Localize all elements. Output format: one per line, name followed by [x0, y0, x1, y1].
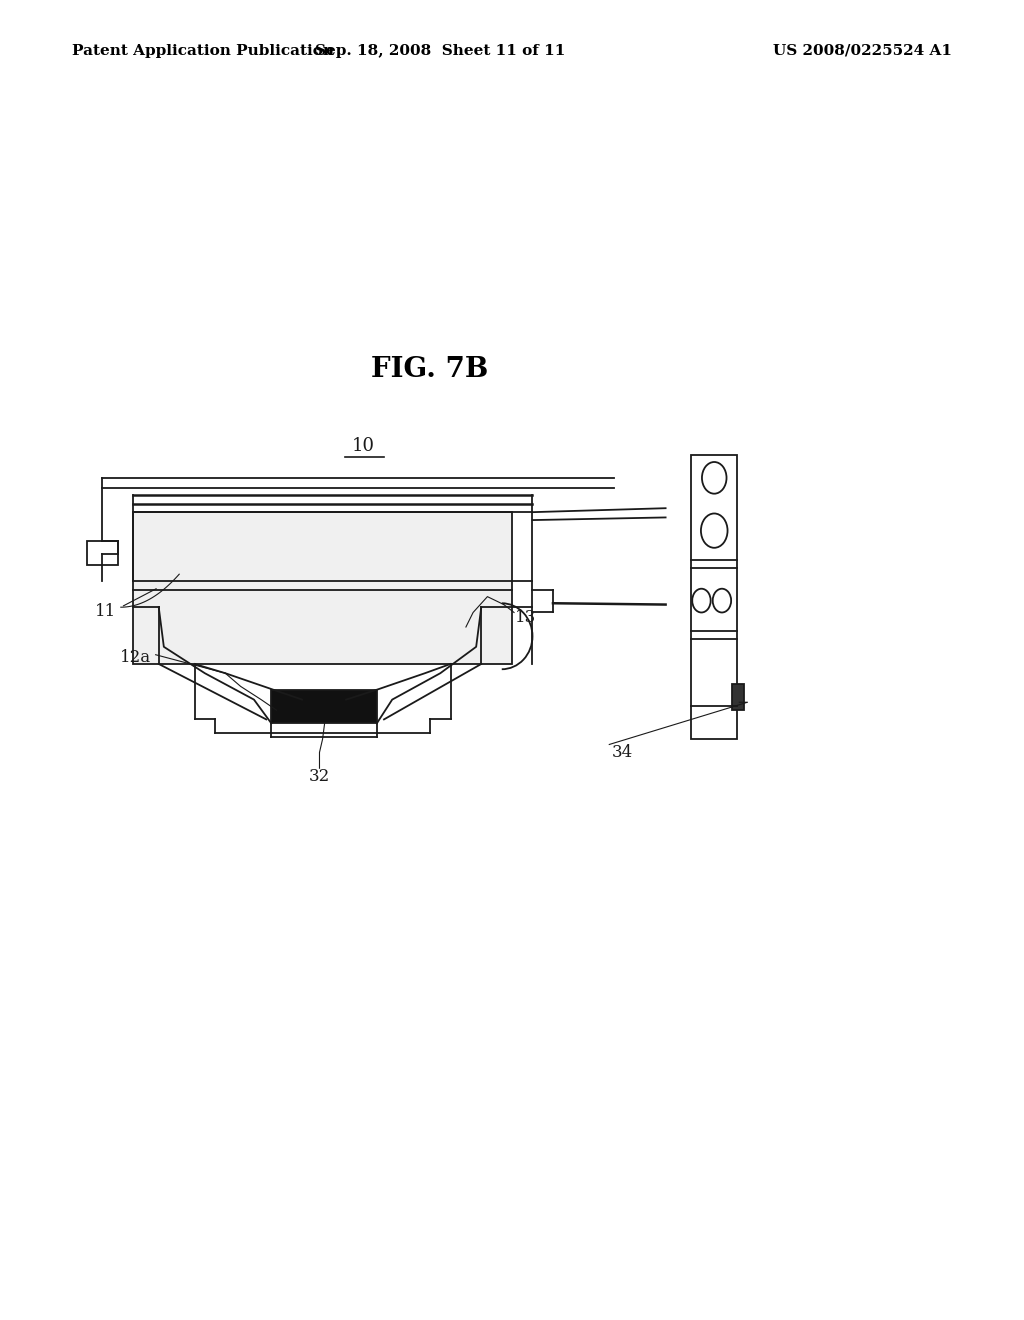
Circle shape [702, 462, 727, 494]
Bar [133, 512, 512, 664]
Bar [87, 541, 118, 565]
Bar [732, 684, 744, 710]
Text: 12a: 12a [121, 649, 152, 665]
Text: 13: 13 [515, 610, 537, 626]
Text: 11: 11 [94, 603, 116, 619]
Bar [271, 690, 377, 723]
Text: 34: 34 [611, 744, 633, 760]
Text: Sep. 18, 2008  Sheet 11 of 11: Sep. 18, 2008 Sheet 11 of 11 [315, 44, 565, 58]
Bar [691, 455, 737, 739]
Circle shape [692, 589, 711, 612]
Text: 32: 32 [309, 768, 330, 785]
Circle shape [713, 589, 731, 612]
Text: FIG. 7B: FIG. 7B [372, 356, 488, 383]
Text: Patent Application Publication: Patent Application Publication [72, 44, 334, 58]
Circle shape [700, 513, 727, 548]
Text: US 2008/0225524 A1: US 2008/0225524 A1 [773, 44, 952, 58]
Text: 10: 10 [352, 437, 375, 455]
